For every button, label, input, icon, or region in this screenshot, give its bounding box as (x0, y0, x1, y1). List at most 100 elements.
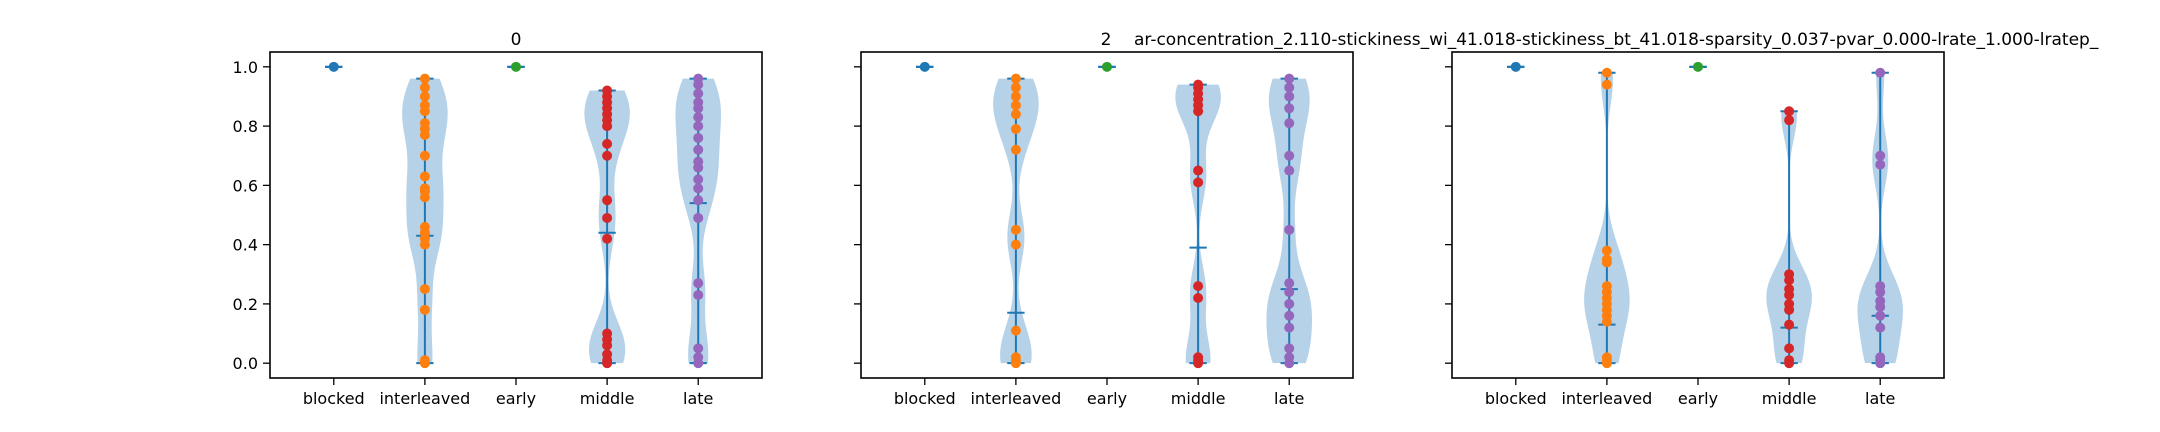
data-point-late (693, 352, 704, 363)
data-point-late (693, 73, 704, 84)
data-point-early (1102, 61, 1112, 72)
data-point-interleaved (419, 82, 430, 93)
data-point-late (1284, 150, 1295, 161)
data-point-late (693, 112, 704, 123)
subplot-0-plot-layer (325, 61, 721, 369)
data-point-interleaved (1010, 73, 1021, 84)
data-point-late (1875, 159, 1886, 170)
data-point-late (1284, 278, 1295, 289)
data-point-interleaved (419, 100, 430, 111)
data-point-late (1284, 165, 1295, 176)
data-point-middle (602, 233, 613, 244)
x-tick-label: early (496, 389, 536, 408)
subplot-2-plot-layer (1507, 61, 1903, 369)
data-point-interleaved (419, 183, 430, 194)
data-point-middle (602, 349, 613, 360)
subplot-0-title: 0 (511, 30, 522, 50)
data-point-late (693, 195, 704, 206)
data-point-interleaved (419, 91, 430, 102)
data-point-late (1284, 73, 1295, 84)
data-point-middle (1193, 165, 1204, 176)
x-tick-label: blocked (1485, 389, 1547, 408)
data-point-middle (1784, 106, 1795, 117)
data-point-interleaved (419, 73, 430, 84)
x-tick-label: middle (580, 389, 635, 408)
data-point-middle (1193, 79, 1204, 90)
data-point-late (1284, 343, 1295, 354)
x-tick-label: interleaved (970, 389, 1061, 408)
data-point-interleaved (419, 355, 430, 366)
data-point-interleaved (419, 221, 430, 232)
x-tick-label: early (1087, 389, 1127, 408)
data-point-late (1284, 103, 1295, 114)
data-point-blocked (328, 61, 339, 72)
data-point-blocked (1510, 61, 1521, 72)
data-point-interleaved (1010, 91, 1021, 102)
data-point-interleaved (1601, 79, 1612, 90)
data-point-middle (1784, 284, 1795, 295)
data-point-late (1875, 322, 1886, 333)
x-tick-label: blocked (303, 389, 365, 408)
y-tick-label: 1.0 (233, 58, 258, 77)
x-tick-label: late (683, 389, 713, 408)
data-point-late (1875, 352, 1886, 363)
data-point-middle (1193, 281, 1204, 292)
data-point-interleaved (1010, 100, 1021, 111)
data-point-interleaved (1010, 109, 1021, 120)
data-point-late (693, 121, 704, 132)
data-point-middle (602, 195, 613, 206)
data-point-late (693, 278, 704, 289)
data-point-late (693, 97, 704, 108)
data-point-late (1284, 91, 1295, 102)
data-point-interleaved (1010, 239, 1021, 250)
data-point-late (1284, 224, 1295, 235)
data-point-middle (1784, 343, 1795, 354)
data-point-middle (602, 138, 613, 149)
x-tick-label: early (1678, 389, 1718, 408)
x-tick-label: interleaved (379, 389, 470, 408)
x-tick-label: late (1865, 389, 1895, 408)
subplot-1: blocked interleaved early middle late (854, 51, 1354, 408)
data-point-middle (1193, 292, 1204, 303)
subplot-0: 0 0.0 0.2 0.4 0.6 0.8 1.0 blocked interleaved ea… (233, 30, 763, 408)
data-point-late (1284, 82, 1295, 93)
data-point-middle (1784, 115, 1795, 126)
data-point-middle (602, 85, 613, 96)
data-point-interleaved (419, 304, 430, 315)
data-point-interleaved (1601, 281, 1612, 292)
x-tick-label: interleaved (1561, 389, 1652, 408)
data-point-interleaved (419, 171, 430, 182)
data-point-interleaved (1010, 325, 1021, 336)
x-tick-label: blocked (894, 389, 956, 408)
data-point-early (511, 61, 521, 72)
data-point-middle (602, 212, 613, 223)
data-point-late (693, 290, 704, 301)
subplot-1-plot-layer (916, 61, 1312, 369)
data-point-late (1284, 118, 1295, 129)
data-point-late (693, 132, 704, 143)
data-point-late (693, 88, 704, 99)
data-point-middle (602, 150, 613, 161)
data-point-late (693, 212, 704, 223)
data-point-late (1875, 67, 1886, 78)
data-point-middle (1193, 177, 1204, 188)
data-point-interleaved (419, 118, 430, 129)
y-tick-label: 0.6 (233, 176, 258, 195)
data-point-late (1284, 352, 1295, 363)
data-point-late (693, 144, 704, 155)
x-tick-label: middle (1762, 389, 1817, 408)
x-tick-label: late (1274, 389, 1304, 408)
data-point-late (1284, 322, 1295, 333)
data-point-late (693, 174, 704, 185)
data-point-late (1875, 310, 1886, 321)
data-point-interleaved (1601, 254, 1612, 265)
data-point-late (1284, 287, 1295, 298)
data-point-interleaved (1010, 82, 1021, 93)
data-point-middle (1193, 352, 1204, 363)
y-tick-label: 0.2 (233, 295, 258, 314)
subplot-2-title: 2 (1101, 30, 1112, 50)
data-point-interleaved (419, 284, 430, 295)
data-point-interleaved (1010, 352, 1021, 363)
